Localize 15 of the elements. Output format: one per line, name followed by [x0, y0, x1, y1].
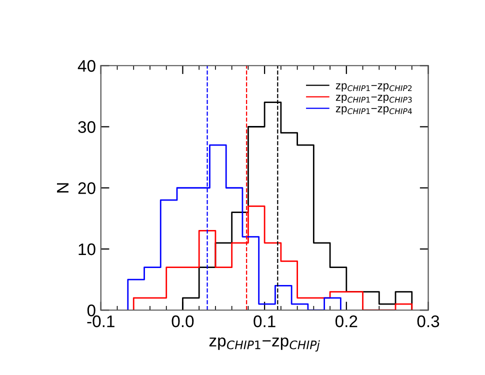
legend-label: zp$_{CHIP1}$−zp$_{CHIP4}$: [336, 106, 412, 115]
x-tick-label: 0.2: [335, 315, 358, 328]
x-axis-title: zp$_{CHIP1}$−zp$_{CHIPj}$: [209, 337, 320, 352]
x-tick-label: 0.3: [417, 315, 440, 328]
legend-label: zp$_{CHIP1}$−zp$_{CHIP2}$: [336, 83, 412, 92]
x-tick-label: 0.1: [254, 315, 276, 328]
y-tick-label: 10: [78, 243, 96, 256]
y-tick-label: 40: [78, 60, 96, 72]
x-tick-label: -0.1: [87, 315, 114, 328]
y-tick-label: 0: [87, 304, 96, 316]
y-tick-label: 30: [78, 121, 96, 133]
y-axis-title: N: [57, 183, 68, 193]
legend-label: zp$_{CHIP1}$−zp$_{CHIP3}$: [336, 94, 412, 104]
x-tick-label: 0.0: [172, 315, 194, 328]
y-tick-label: 20: [78, 182, 96, 194]
